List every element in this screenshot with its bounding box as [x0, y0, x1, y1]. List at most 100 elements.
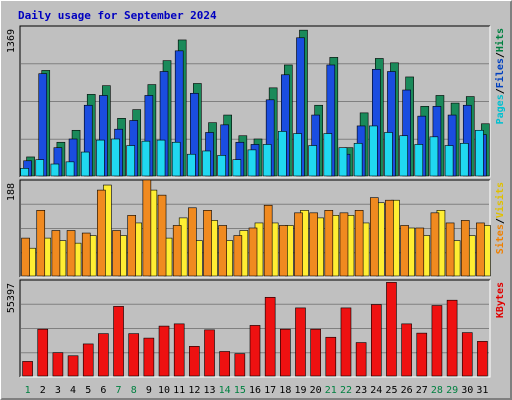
bar-sites-day-28 — [430, 212, 440, 277]
bar-sites-day-22 — [339, 212, 349, 277]
x-tick-label: 8 — [131, 385, 137, 396]
bar-kbytes-day-27 — [416, 332, 428, 377]
bar-kbytes-day-31 — [477, 341, 488, 377]
x-tick-label: 15 — [234, 385, 246, 396]
bar-pages-day-4 — [65, 161, 75, 177]
bar-kbytes-day-26 — [401, 323, 412, 377]
bar-pages-day-26 — [399, 135, 408, 177]
bar-sites-day-5 — [81, 232, 91, 277]
bar-sites-day-6 — [97, 189, 106, 277]
x-tick-label: 26 — [401, 385, 413, 396]
bar-kbytes-day-24 — [370, 304, 382, 377]
bar-sites-day-13 — [203, 210, 212, 277]
bar-pages-day-11 — [171, 141, 181, 177]
legend-part: Pages — [495, 94, 506, 124]
bar-sites-day-17 — [263, 204, 273, 277]
bar-kbytes-day-28 — [431, 305, 443, 377]
chart-title: Daily usage for September 2024 — [18, 9, 217, 22]
bar-pages-day-28 — [429, 136, 439, 177]
bar-kbytes-day-23 — [355, 342, 367, 377]
legend-part: / — [495, 88, 506, 94]
series-legend-label: Pages/Files/Hits — [494, 28, 506, 124]
x-tick-label: 3 — [55, 385, 61, 396]
series-legend-label: KBytes — [495, 282, 506, 318]
bar-kbytes-day-17 — [264, 296, 276, 377]
legend-part: Hits — [494, 28, 506, 52]
bar-pages-day-16 — [247, 149, 257, 177]
bar-pages-day-12 — [187, 153, 196, 177]
bar-sites-day-29 — [445, 222, 455, 277]
bar-kbytes-day-13 — [204, 329, 215, 377]
bar-kbytes-day-22 — [340, 307, 352, 377]
bar-sites-day-9 — [142, 179, 152, 277]
plot-layer: 1369Pages/Files/Hits188Sites/Visits55397… — [6, 25, 506, 396]
x-tick-label: 22 — [340, 385, 352, 396]
panel-2: 188 Sites/Visits — [6, 179, 506, 278]
bar-kbytes-day-18 — [280, 328, 291, 377]
bar-pages-day-5 — [80, 151, 90, 177]
bar-pages-day-31 — [475, 129, 484, 177]
x-tick-label: 1 — [25, 385, 31, 396]
x-tick-label: 20 — [310, 385, 322, 396]
bar-kbytes-day-30 — [461, 332, 473, 377]
bar-pages-day-2 — [35, 159, 45, 177]
x-tick-label: 24 — [370, 385, 382, 396]
bar-sites-day-10 — [157, 194, 167, 277]
x-tick-label: 10 — [158, 385, 170, 396]
x-tick-label: 9 — [146, 385, 152, 396]
x-tick-label: 25 — [385, 385, 397, 396]
bar-kbytes-day-20 — [310, 328, 321, 377]
bar-sites-day-7 — [112, 230, 121, 277]
bar-sites-day-1 — [21, 237, 30, 277]
panel-edge-dark — [19, 25, 490, 177]
bar-kbytes-day-10 — [158, 325, 170, 377]
max-value-label: 1369 — [6, 29, 17, 53]
bar-pages-day-27 — [414, 144, 424, 177]
bar-pages-day-24 — [368, 125, 378, 177]
bar-pages-day-14 — [217, 155, 226, 177]
x-tick-label: 11 — [173, 385, 185, 396]
bar-sites-day-21 — [324, 210, 334, 277]
bar-sites-day-18 — [279, 225, 288, 277]
panel-edge-light — [20, 26, 491, 178]
legend-part: / — [495, 52, 506, 58]
bar-pages-day-19 — [293, 133, 302, 177]
bar-sites-day-26 — [400, 225, 409, 277]
bar-pages-day-13 — [202, 150, 211, 177]
bar-kbytes-day-16 — [249, 325, 261, 377]
x-tick-label: 29 — [446, 385, 458, 396]
panel-edge-dark — [19, 179, 490, 277]
bar-pages-day-22 — [338, 147, 348, 177]
legend-part: KBytes — [495, 282, 506, 318]
bar-pages-day-8 — [126, 145, 136, 177]
bar-kbytes-day-12 — [189, 346, 200, 377]
bar-pages-day-21 — [323, 133, 333, 177]
bar-pages-day-10 — [156, 139, 166, 177]
bar-kbytes-day-9 — [143, 337, 155, 377]
bar-pages-day-25 — [384, 132, 393, 177]
x-tick-label: 13 — [203, 385, 215, 396]
bar-kbytes-day-11 — [173, 323, 185, 377]
bar-sites-day-19 — [294, 212, 303, 277]
panel-edge-light — [20, 180, 491, 278]
x-tick-label: 6 — [100, 385, 106, 396]
panel-3: 55397 KBytes — [6, 279, 506, 378]
bar-pages-day-18 — [278, 131, 287, 177]
bar-pages-day-17 — [262, 144, 272, 177]
x-tick-label: 14 — [219, 385, 231, 396]
x-tick-label: 27 — [416, 385, 428, 396]
x-tick-label: 23 — [355, 385, 367, 396]
panel-edge-light — [20, 280, 491, 378]
x-tick-label: 28 — [431, 385, 443, 396]
x-tick-label: 31 — [476, 385, 488, 396]
bar-sites-day-23 — [354, 210, 364, 277]
legend-part: Files — [494, 58, 506, 88]
bar-sites-day-12 — [188, 207, 197, 277]
bar-pages-day-9 — [141, 140, 151, 177]
x-tick-label: 12 — [188, 385, 200, 396]
bar-sites-day-14 — [218, 225, 227, 277]
bar-kbytes-day-2 — [37, 328, 49, 377]
x-tick-label: 5 — [85, 385, 91, 396]
